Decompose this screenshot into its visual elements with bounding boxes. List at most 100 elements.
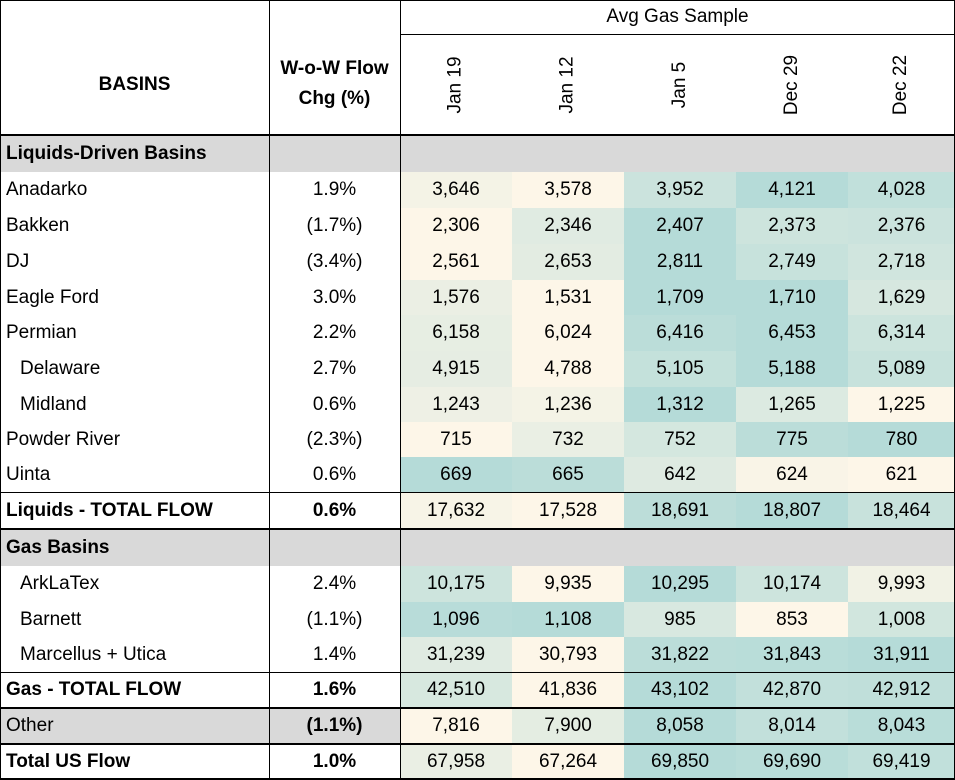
date-header-dec-29: Dec 29	[736, 34, 848, 135]
value-cell: 5,089	[848, 351, 955, 387]
date-label: Jan 19	[444, 55, 466, 114]
wow-chg-arklatex: 2.4%	[312, 573, 357, 594]
wow-chg-permian: 2.2%	[312, 322, 357, 343]
row-label-permian: Permian	[6, 322, 77, 343]
value-cell: 1,225	[848, 387, 955, 422]
value-cell: 1,243	[400, 387, 512, 422]
value-cell: 18,464	[848, 492, 955, 529]
value-cell: 6,453	[736, 315, 848, 351]
value-cell: 2,561	[400, 244, 512, 280]
value-cell: 6,314	[848, 315, 955, 351]
wow-chg-uinta: 0.6%	[312, 463, 357, 485]
value-cell: 853	[736, 602, 848, 637]
grid-basins-right	[269, 0, 270, 780]
grid-header-split	[400, 34, 955, 35]
value-cell: 31,911	[848, 637, 955, 672]
value-cell: 10,175	[400, 566, 512, 602]
value-cell: 780	[848, 422, 955, 457]
value-cell: 4,915	[400, 351, 512, 387]
value-cell: 67,958	[400, 744, 512, 780]
grid-liquids-total-bottom	[0, 528, 955, 530]
wow-chg-bakken: (1.7%)	[306, 215, 363, 236]
value-cell: 1,710	[736, 280, 848, 315]
value-cell: 69,850	[624, 744, 736, 780]
value-cell: 715	[400, 422, 512, 457]
value-cell: 1,629	[848, 280, 955, 315]
value-cell: 985	[624, 602, 736, 637]
row-label-bakken: Bakken	[6, 215, 70, 236]
row-label-delaware: Delaware	[20, 358, 101, 379]
value-cell: 42,870	[736, 672, 848, 708]
row-label-dj: DJ	[6, 251, 30, 272]
grid-bottom	[0, 778, 955, 780]
value-cell: 18,807	[736, 492, 848, 529]
value-cell: 2,407	[624, 208, 736, 244]
row-label-uinta: Uinta	[6, 463, 51, 485]
value-cell: 6,024	[512, 315, 624, 351]
value-cell: 621	[848, 457, 955, 492]
value-cell: 10,295	[624, 566, 736, 602]
value-cell: 7,900	[512, 708, 624, 744]
wow-chg-header-line2: Chg (%)	[298, 87, 371, 109]
grid-gas-total-bottom	[0, 707, 955, 709]
value-cell: 69,419	[848, 744, 955, 780]
value-cell: 1,531	[512, 280, 624, 315]
value-cell: 31,239	[400, 637, 512, 672]
value-cell: 665	[512, 457, 624, 492]
value-cell: 2,373	[736, 208, 848, 244]
section-band-gas	[0, 529, 955, 566]
basins-header: BASINS	[98, 73, 171, 95]
row-label-anadarko: Anadarko	[6, 179, 88, 200]
value-cell: 5,188	[736, 351, 848, 387]
value-cell: 17,528	[512, 492, 624, 529]
value-cell: 41,836	[512, 672, 624, 708]
value-cell: 642	[624, 457, 736, 492]
date-header-jan-19: Jan 19	[400, 34, 512, 135]
section-title-gas-basins: Gas Basins	[6, 536, 110, 558]
wow-chg-eagle-ford: 3.0%	[312, 286, 357, 308]
value-cell: 1,236	[512, 387, 624, 422]
value-cell: 7,816	[400, 708, 512, 744]
value-cell: 775	[736, 422, 848, 457]
row-label-other: Other	[6, 715, 54, 736]
wow-chg-header-line1: W-o-W Flow	[280, 57, 389, 79]
value-cell: 2,749	[736, 244, 848, 280]
row-label-total-us-flow: Total US Flow	[6, 751, 131, 772]
value-cell: 9,993	[848, 566, 955, 602]
value-cell: 69,690	[736, 744, 848, 780]
value-cell: 43,102	[624, 672, 736, 708]
value-cell: 3,646	[400, 172, 512, 208]
wow-chg-anadarko: 1.9%	[312, 179, 357, 200]
value-cell: 1,312	[624, 387, 736, 422]
grid-gas-total-top	[0, 672, 955, 673]
value-cell: 2,376	[848, 208, 955, 244]
wow-chg-liquids-total-flow: 0.6%	[312, 499, 357, 521]
wow-chg-marcellus-utica: 1.4%	[312, 643, 357, 665]
value-cell: 4,788	[512, 351, 624, 387]
date-label: Dec 22	[890, 54, 912, 115]
value-cell: 3,578	[512, 172, 624, 208]
wow-chg-header: W-o-W Flow Chg (%)	[269, 33, 400, 134]
value-cell: 42,510	[400, 672, 512, 708]
wow-chg-barnett: (1.1%)	[306, 608, 363, 630]
value-cell: 2,306	[400, 208, 512, 244]
date-label: Dec 29	[780, 54, 802, 115]
grid-header-bottom	[0, 134, 955, 136]
value-cell: 1,709	[624, 280, 736, 315]
section-band-other	[0, 708, 400, 744]
value-cell: 9,935	[512, 566, 624, 602]
wow-chg-total-us-flow: 1.0%	[312, 751, 357, 772]
value-cell: 1,576	[400, 280, 512, 315]
value-cell: 752	[624, 422, 736, 457]
date-header-jan-5: Jan 5	[624, 34, 736, 135]
row-label-powder-river: Powder River	[6, 428, 121, 450]
value-cell: 2,718	[848, 244, 955, 280]
date-label: Jan 12	[556, 55, 578, 114]
value-cell: 8,014	[736, 708, 848, 744]
wow-chg-dj: (3.4%)	[306, 251, 363, 272]
value-cell: 67,264	[512, 744, 624, 780]
wow-chg-powder-river: (2.3%)	[306, 428, 363, 450]
section-band-liquids	[0, 135, 955, 172]
section-title-liquids-driven-basins: Liquids-Driven Basins	[6, 142, 207, 164]
